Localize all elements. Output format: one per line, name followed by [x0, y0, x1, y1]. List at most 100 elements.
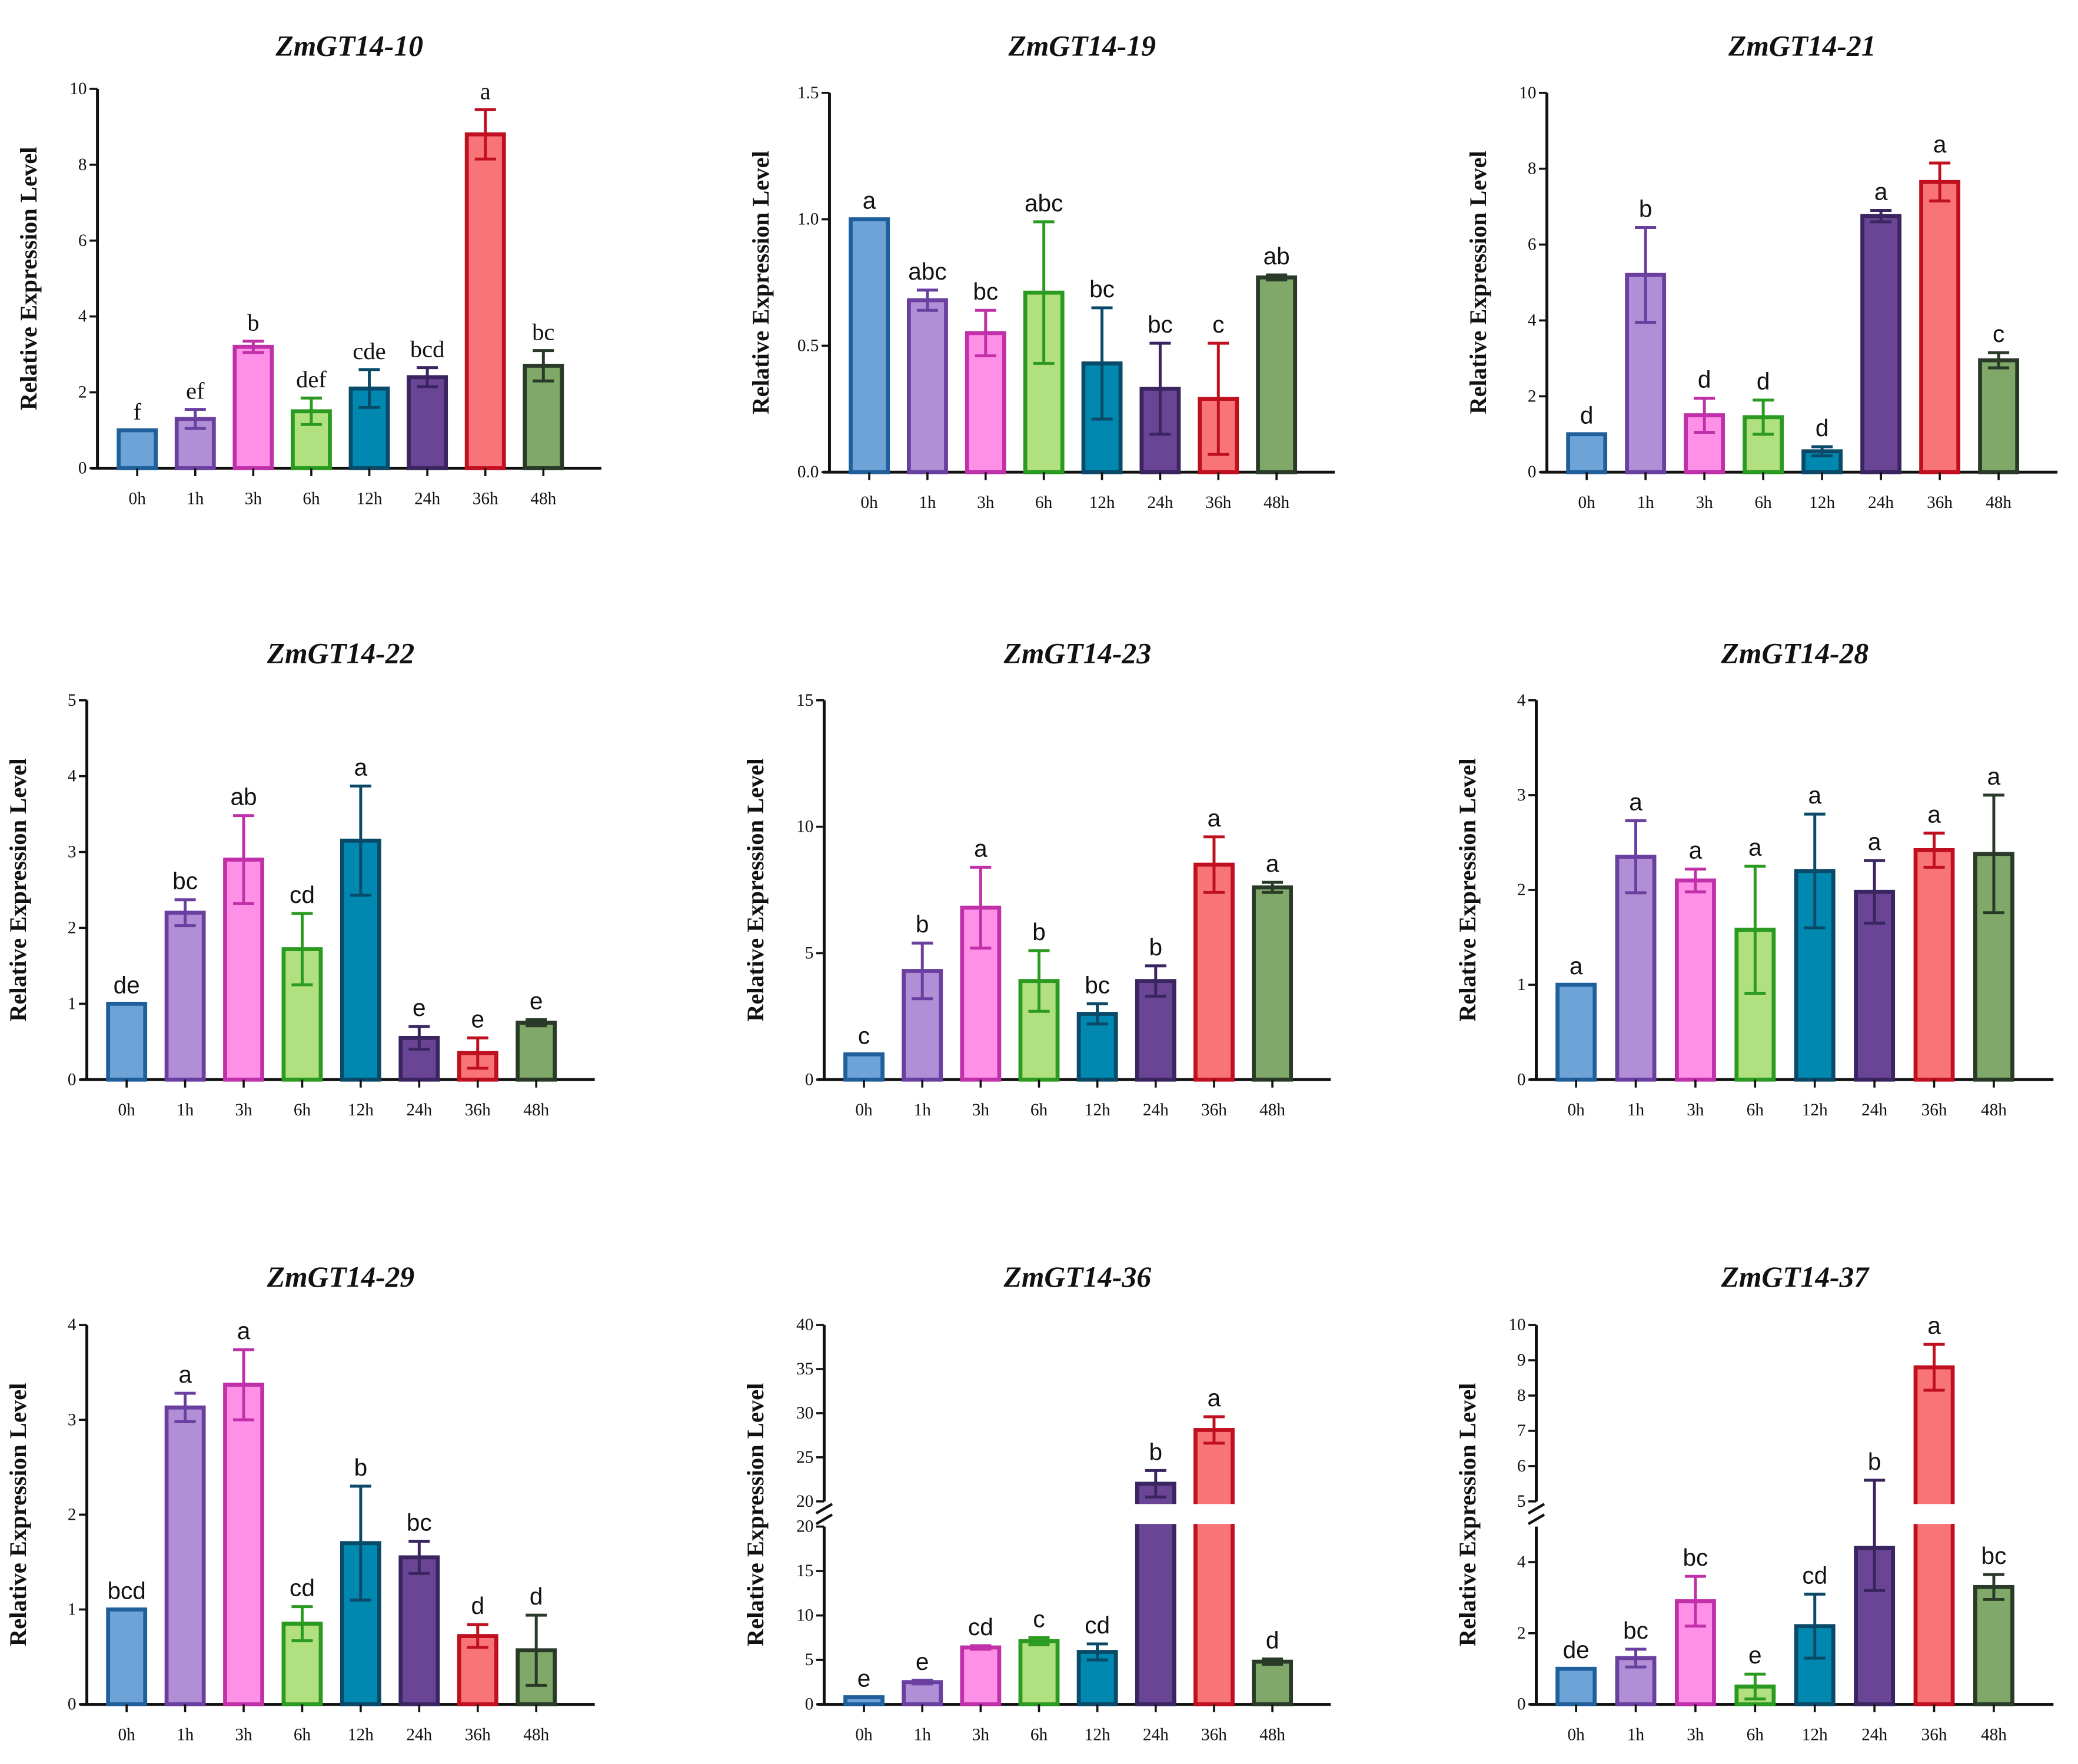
x-tick-label: 12h	[1809, 493, 1835, 512]
x-tick-label: 6h	[1030, 1101, 1048, 1119]
significance-letter: ef	[186, 378, 205, 404]
significance-letter: c	[1212, 311, 1224, 338]
significance-letter: d	[1816, 414, 1829, 441]
bar-48h	[523, 364, 564, 470]
significance-letter: a	[1266, 850, 1279, 877]
y-tick-label: 10	[69, 79, 87, 98]
significance-letter: e	[413, 994, 426, 1021]
x-tick-label: 48h	[1259, 1101, 1285, 1119]
significance-letter: a	[1208, 1384, 1221, 1411]
significance-letter: a	[1987, 763, 2001, 790]
y-tick-label: 0	[68, 1695, 77, 1714]
x-tick-label: 6h	[1747, 1725, 1764, 1744]
significance-letter: a	[1748, 834, 1762, 861]
significance-letter: d	[530, 1583, 543, 1610]
x-tick-label: 36h	[1927, 493, 1953, 512]
x-tick-label: 3h	[1687, 1725, 1704, 1744]
significance-letter: bc	[1089, 275, 1115, 303]
axis-break-mark	[815, 1503, 833, 1515]
bar-24h	[1860, 214, 1902, 474]
significance-letter: a	[1570, 952, 1583, 979]
significance-letter: bc	[1981, 1542, 2007, 1569]
significance-letter: cd	[290, 1574, 315, 1602]
x-tick-label: 0h	[129, 489, 147, 508]
x-tick-label: 1h	[177, 1725, 194, 1744]
y-tick-label: 30	[796, 1404, 813, 1423]
y-tick-label: 1	[68, 1600, 77, 1619]
x-tick-label: 0h	[118, 1101, 136, 1119]
y-tick-label: 10	[1519, 84, 1536, 102]
x-tick-label: 48h	[530, 489, 556, 508]
chart-panel-zmgt14-29: ZmGT14-29 Relative Expression Level 0 1 2 3 4 b…	[5, 1261, 595, 1744]
significance-letter: c	[1033, 1605, 1045, 1632]
chart-title: ZmGT14-22	[267, 637, 415, 670]
significance-letter: abc	[1025, 190, 1063, 217]
bar-3h	[223, 1383, 264, 1706]
significance-letter: bc	[1683, 1544, 1708, 1571]
significance-letter: cd	[1802, 1562, 1827, 1589]
bar-36h	[1919, 180, 1961, 474]
x-tick-label: 0h	[1567, 1101, 1585, 1119]
chart-panel-zmgt14-22: ZmGT14-22 Relative Expression Level 0 1 2 3 4 5…	[5, 637, 595, 1119]
bar-36h	[1193, 1428, 1235, 1706]
significance-letter: bc	[1085, 971, 1110, 998]
significance-letter: f	[133, 398, 141, 425]
y-tick-label: 25	[796, 1448, 813, 1467]
bar-0h	[1555, 982, 1597, 1082]
y-tick-label: 4	[1517, 1553, 1526, 1572]
y-tick-label: 2	[1517, 881, 1526, 899]
y-tick-label: 15	[796, 1562, 813, 1580]
significance-letter: a	[1868, 828, 1881, 855]
significance-letter: d	[471, 1592, 484, 1619]
x-tick-label: 3h	[235, 1725, 252, 1744]
significance-letter: b	[1032, 918, 1046, 945]
significance-letter: cd	[1085, 1612, 1110, 1639]
significance-letter: c	[1993, 320, 2004, 347]
significance-letter: d	[1757, 368, 1770, 395]
bar-0h	[1555, 1666, 1597, 1706]
significance-letter: a	[1629, 788, 1643, 815]
significance-letter: a	[237, 1317, 251, 1344]
bar-24h	[407, 375, 448, 470]
y-tick-label: 5	[1517, 1492, 1526, 1511]
y-tick-label: 3	[68, 1410, 77, 1429]
y-tick-label: 4	[78, 307, 87, 326]
x-tick-label: 48h	[1981, 1101, 2007, 1119]
y-tick-label: 0.5	[797, 336, 819, 355]
significance-letter: a	[1874, 178, 1888, 205]
y-axis-label: Relative Expression Level	[742, 758, 769, 1021]
bar-36h	[1913, 848, 1955, 1082]
bar-36h	[1913, 1365, 1955, 1706]
y-tick-label: 0	[68, 1070, 77, 1089]
significance-letter: d	[1698, 366, 1711, 393]
y-tick-label: 0	[78, 459, 87, 477]
y-tick-label: 0	[1528, 463, 1537, 481]
x-tick-label: 24h	[1143, 1101, 1169, 1119]
bar-0h	[843, 1695, 885, 1706]
significance-letter: cd	[290, 881, 315, 908]
y-tick-label: 0.0	[797, 463, 819, 481]
x-tick-label: 1h	[1627, 1101, 1645, 1119]
x-tick-label: 24h	[406, 1101, 432, 1119]
significance-letter: a	[1927, 800, 1941, 828]
x-tick-label: 12h	[1802, 1101, 1828, 1119]
x-tick-label: 12h	[357, 489, 383, 508]
y-tick-label: 1	[1517, 975, 1526, 994]
bar-0h	[117, 428, 158, 470]
significance-letter: a	[1208, 805, 1221, 832]
bar-3h	[1674, 878, 1716, 1082]
x-tick-label: 12h	[1085, 1725, 1111, 1744]
x-tick-label: 1h	[177, 1101, 194, 1119]
bar-3h	[232, 344, 274, 470]
x-tick-label: 0h	[860, 493, 878, 512]
bar-0h	[106, 1001, 148, 1082]
bar-1h	[907, 298, 948, 474]
significance-letter: b	[1639, 195, 1653, 222]
significance-letter: e	[1748, 1642, 1762, 1669]
significance-letter: def	[296, 366, 327, 393]
significance-letter: e	[530, 987, 543, 1014]
x-tick-label: 48h	[1264, 493, 1289, 512]
chart-title: ZmGT14-10	[275, 30, 423, 62]
y-tick-label: 40	[796, 1315, 813, 1334]
chart-panel-zmgt14-28: ZmGT14-28 Relative Expression Level 0 1 2 3 4 a…	[1454, 637, 2054, 1119]
